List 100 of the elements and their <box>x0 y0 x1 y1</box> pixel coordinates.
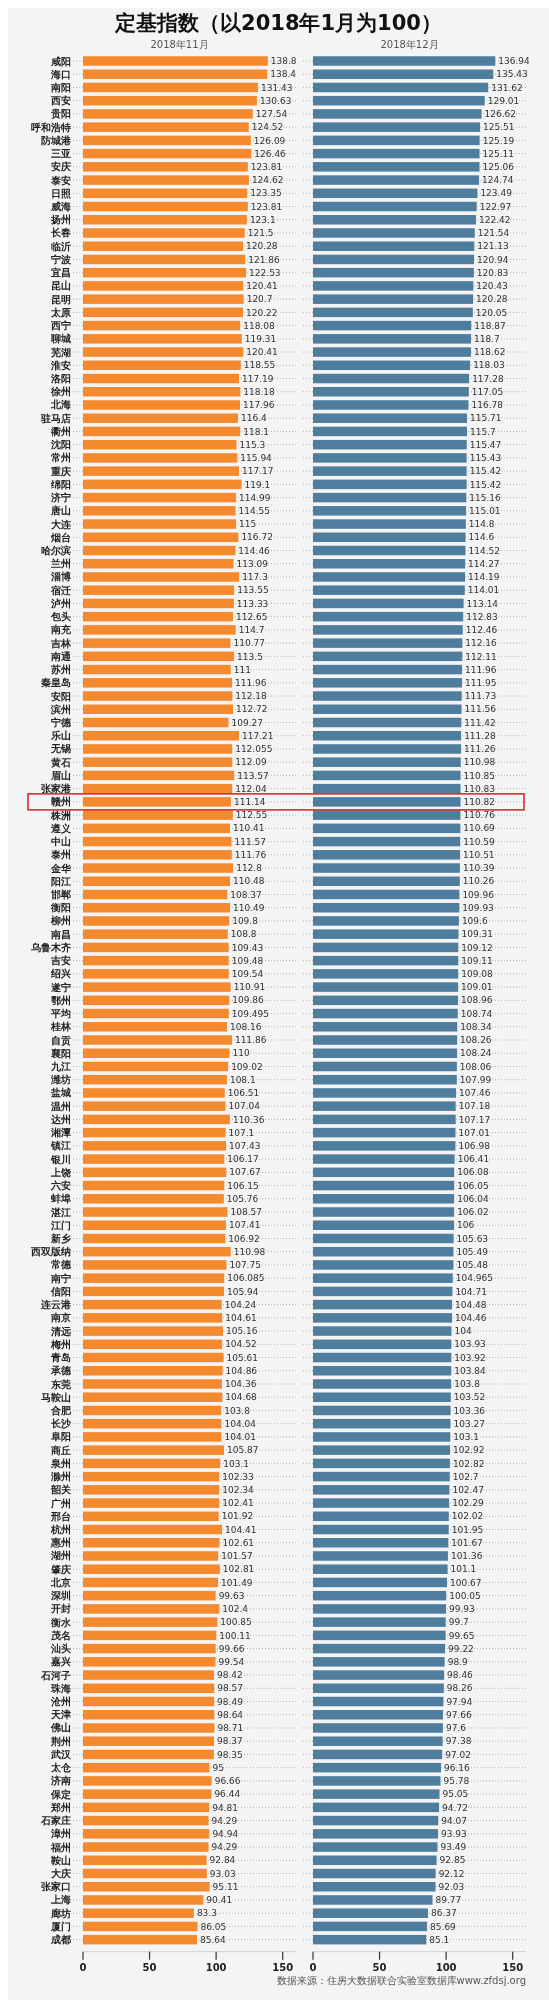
data-label: 99.63 <box>218 1590 245 1601</box>
data-label: 123.81 <box>250 161 283 172</box>
bar <box>313 955 459 966</box>
data-label: 114.46 <box>238 545 271 556</box>
data-label: 115.16 <box>469 492 502 503</box>
bar <box>313 1842 438 1852</box>
data-label: 110.85 <box>463 770 496 781</box>
data-label: 98.71 <box>217 1723 244 1734</box>
y-tick-label: 郑州 <box>50 1801 71 1813</box>
data-label: 112.11 <box>465 651 497 662</box>
bar <box>83 1313 223 1323</box>
y-tick-label: 漳州 <box>50 1828 71 1840</box>
bar <box>313 69 494 79</box>
y-tick-label: 泸州 <box>50 597 71 609</box>
bar <box>83 545 236 556</box>
bar <box>313 757 461 767</box>
bar <box>313 1710 444 1720</box>
y-tick-label: 苏州 <box>50 664 71 676</box>
data-label: 114.99 <box>239 492 271 503</box>
y-tick-label: 南通 <box>50 650 72 662</box>
data-label: 109.11 <box>461 955 493 966</box>
bar <box>313 1643 446 1654</box>
data-label: 89.77 <box>435 1895 462 1906</box>
bar <box>83 1167 227 1178</box>
bar <box>313 982 459 992</box>
data-label: 109.43 <box>231 942 264 953</box>
bar <box>83 307 244 318</box>
data-label: 109.08 <box>461 969 493 980</box>
data-label: 114.6 <box>468 532 495 543</box>
data-label: 103.92 <box>454 1352 486 1363</box>
y-tick-label: 太原 <box>50 306 71 318</box>
data-label: 108.74 <box>460 1008 493 1019</box>
data-label: 97.02 <box>445 1749 471 1760</box>
data-label: 90.41 <box>206 1895 233 1906</box>
bar <box>83 1127 226 1138</box>
bar <box>83 281 244 291</box>
data-label: 102.47 <box>452 1484 484 1495</box>
bar <box>313 1829 439 1839</box>
bar <box>313 1868 436 1879</box>
bar <box>83 439 237 450</box>
data-label: 109.86 <box>232 995 265 1006</box>
y-tick-label: 金华 <box>50 862 72 874</box>
bar <box>83 492 237 503</box>
y-tick-label: 绍兴 <box>50 968 71 980</box>
bar <box>83 162 248 172</box>
bar <box>83 294 244 304</box>
bar <box>83 1458 221 1469</box>
bar <box>83 982 231 992</box>
data-label: 108.37 <box>230 889 262 900</box>
bar <box>313 1471 450 1482</box>
data-label: 120.43 <box>476 281 508 292</box>
bar <box>83 135 251 146</box>
data-label: 118.18 <box>243 386 276 397</box>
data-label: 104.04 <box>224 1418 257 1429</box>
y-tick-label: 盐城 <box>50 1087 71 1099</box>
data-label: 129.01 <box>487 95 520 106</box>
bar <box>83 1511 219 1522</box>
bar <box>83 320 241 331</box>
bar <box>313 1022 458 1032</box>
bar <box>313 611 464 622</box>
data-label: 125.19 <box>482 135 515 146</box>
bar <box>313 876 460 887</box>
data-label: 116.78 <box>471 400 504 411</box>
data-label: 95.05 <box>442 1789 469 1800</box>
data-label: 93.49 <box>440 1842 467 1853</box>
data-label: 131.62 <box>491 82 523 93</box>
bar <box>313 1776 441 1786</box>
data-label: 100.11 <box>219 1630 251 1641</box>
y-tick-label: 成都 <box>50 1934 71 1946</box>
data-label: 123.35 <box>250 188 282 199</box>
data-label: 109.96 <box>462 889 495 900</box>
y-tick-label: 南阳 <box>50 81 71 93</box>
y-tick-label: 黄石 <box>50 756 71 768</box>
data-label: 101.92 <box>221 1511 254 1522</box>
data-label: 126.46 <box>254 148 287 159</box>
bar <box>313 585 465 595</box>
data-label: 114.01 <box>467 585 500 596</box>
data-label: 102.7 <box>452 1471 479 1482</box>
bar <box>83 1260 227 1270</box>
data-label: 104.965 <box>455 1273 493 1284</box>
bar <box>313 1326 452 1336</box>
bar <box>313 360 471 371</box>
data-label: 114.8 <box>468 519 495 530</box>
bar <box>313 109 482 119</box>
data-label: 111.42 <box>464 717 496 728</box>
y-tick-label: 三亚 <box>51 148 71 160</box>
y-tick-label: 商丘 <box>50 1444 71 1456</box>
x-tick-label: 50 <box>142 1961 157 1973</box>
bar <box>313 1921 428 1932</box>
bar <box>83 413 238 423</box>
bar <box>313 413 468 423</box>
data-label: 106.41 <box>457 1154 490 1165</box>
data-label: 116.4 <box>240 413 267 424</box>
bar <box>313 241 475 251</box>
bar <box>313 1339 452 1350</box>
data-label: 107.67 <box>229 1167 261 1178</box>
y-tick-label: 衡水 <box>50 1616 72 1628</box>
bar <box>83 1657 216 1667</box>
bar <box>83 916 230 926</box>
bar <box>313 1405 451 1416</box>
